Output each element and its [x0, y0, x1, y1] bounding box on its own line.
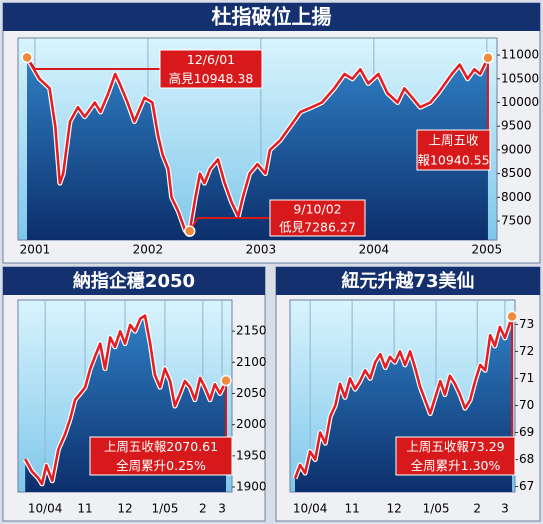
point-marker — [220, 374, 232, 387]
line — [24, 314, 228, 486]
annotation-text: 上周五收報2070.61 — [104, 439, 218, 454]
y-tick-label: 8000 — [501, 190, 532, 204]
annotation-text: 全周累升1.30% — [411, 458, 501, 473]
annotation-text: 高見10948.38 — [169, 71, 254, 86]
y-tick-label: 2000 — [236, 417, 267, 431]
point-marker — [183, 225, 196, 237]
x-tick-label: 2 — [199, 502, 207, 516]
x-tick-label: 2004 — [359, 243, 390, 257]
y-tick-label: 9000 — [501, 142, 532, 156]
x-tick-label: 11 — [344, 502, 359, 516]
x-tick-label: 12 — [117, 502, 132, 516]
annotation-box — [269, 199, 366, 237]
chart-title: 紐元升越73美仙 — [341, 270, 474, 292]
y-tick-label: 9500 — [501, 119, 532, 133]
x-tick-label: 3 — [218, 502, 226, 516]
annotation-text: 報10940.55 — [417, 153, 489, 168]
y-tick-label: 2050 — [236, 386, 267, 400]
y-tick-label: 68 — [519, 452, 534, 466]
x-tick-label: 1/05 — [423, 502, 450, 516]
y-tick-label: 70 — [519, 398, 534, 412]
x-tick-label: 10/04 — [293, 502, 328, 516]
annotation-box — [395, 436, 516, 476]
point-marker — [21, 51, 33, 64]
x-tick-label: 2003 — [246, 243, 277, 257]
y-tick-label: 73 — [519, 317, 534, 331]
annotation-text: 9/10/02 — [293, 202, 341, 217]
title-bar — [3, 3, 540, 31]
annotation-text: 全周累升0.25% — [116, 458, 206, 473]
annotation-text: 上周五收 — [428, 133, 479, 148]
y-tick-label: 1950 — [236, 448, 267, 462]
y-tick-label: 10500 — [501, 71, 539, 85]
line — [293, 316, 514, 479]
y-tick-label: 2150 — [236, 324, 267, 338]
annotation-text: 上周五收報73.29 — [406, 439, 504, 454]
y-tick-label: 69 — [519, 425, 534, 439]
x-tick-label: 2005 — [472, 243, 503, 257]
annotation-box — [89, 436, 233, 476]
y-tick-label: 11000 — [501, 48, 539, 62]
y-tick-label: 8500 — [501, 166, 532, 180]
annotation-box — [159, 49, 263, 89]
x-tick-label: 2002 — [133, 243, 164, 257]
y-tick-label: 67 — [519, 479, 534, 493]
annotation-box — [416, 129, 491, 171]
y-tick-label: 1900 — [236, 480, 267, 494]
line — [25, 56, 490, 233]
x-tick-label: 12 — [386, 502, 401, 516]
title-bar — [276, 267, 540, 295]
x-tick-label: 10/04 — [28, 502, 63, 516]
y-tick-label: 10000 — [501, 95, 539, 109]
x-tick-label: 1/05 — [151, 502, 178, 516]
x-tick-label: 11 — [77, 502, 92, 516]
x-tick-label: 2001 — [20, 243, 51, 257]
point-marker — [506, 310, 518, 323]
annotation-text: 低見7286.27 — [279, 220, 356, 235]
y-tick-label: 71 — [519, 371, 534, 385]
y-tick-label: 7500 — [501, 214, 532, 228]
title-bar — [3, 267, 265, 295]
y-tick-label: 72 — [519, 344, 534, 358]
x-tick-label: 3 — [501, 502, 509, 516]
y-tick-label: 2100 — [236, 355, 267, 369]
chart-title: 納指企穩2050 — [73, 270, 195, 292]
point-marker — [482, 52, 494, 64]
x-tick-label: 2 — [473, 502, 481, 516]
chart-title: 杜指破位上揚 — [212, 5, 332, 29]
annotation-text: 12/6/01 — [187, 52, 235, 67]
